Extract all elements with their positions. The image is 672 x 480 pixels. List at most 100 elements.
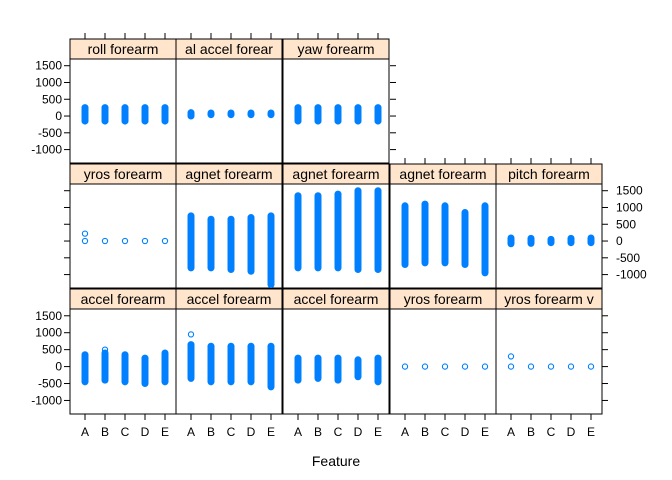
panel-frame bbox=[495, 308, 603, 415]
panel-title: yros forearm bbox=[84, 166, 163, 182]
data-point-A bbox=[507, 363, 515, 370]
x-tick-label: B bbox=[101, 425, 109, 439]
data-point-B bbox=[101, 237, 109, 245]
panel-frame bbox=[389, 308, 497, 415]
x-tick-label: E bbox=[161, 425, 169, 439]
x-tick-label: E bbox=[267, 425, 275, 439]
y-tick-label: -500 bbox=[616, 251, 640, 265]
data-point-A bbox=[81, 237, 89, 245]
panel-title: pitch forearm bbox=[508, 166, 590, 182]
x-tick-label: C bbox=[441, 425, 450, 439]
data-point-C bbox=[441, 363, 449, 370]
y-tick-label: 1500 bbox=[35, 59, 62, 73]
panel-title: yros forearm bbox=[404, 291, 483, 307]
y-tick-label: -1000 bbox=[31, 393, 62, 407]
x-tick-label: A bbox=[81, 425, 89, 439]
panel-frame bbox=[282, 183, 390, 289]
x-tick-label: D bbox=[141, 425, 150, 439]
panel-title: agnet forearm bbox=[399, 166, 486, 182]
x-tick-label: A bbox=[187, 425, 195, 439]
panel-2: al accel forear bbox=[175, 38, 283, 164]
x-tick-label: D bbox=[461, 425, 470, 439]
outlier-point-C bbox=[121, 117, 129, 125]
x-tick-label: E bbox=[481, 425, 489, 439]
panel-title: roll forearm bbox=[88, 41, 159, 57]
y-tick-label: -500 bbox=[38, 377, 62, 391]
y-tick-label: -1000 bbox=[616, 268, 647, 282]
panel-title: accel forearm bbox=[81, 291, 166, 307]
data-point-D bbox=[567, 363, 575, 370]
data-point-A bbox=[401, 363, 409, 370]
data-point-B bbox=[421, 363, 429, 370]
panel-title: al accel forear bbox=[185, 41, 273, 57]
panel-title: accel forearm bbox=[294, 291, 379, 307]
data-point-E bbox=[161, 237, 169, 245]
y-tick-label: 500 bbox=[616, 217, 636, 231]
x-tick-label: A bbox=[294, 425, 302, 439]
panel-9: accel forearm bbox=[69, 288, 177, 415]
panel-title: agnet forearm bbox=[185, 166, 272, 182]
y-tick-label: 1500 bbox=[616, 184, 643, 198]
data-point-E bbox=[481, 363, 489, 370]
panel-frame bbox=[282, 308, 390, 415]
data-point-D bbox=[141, 237, 149, 245]
panel-1: roll forearm bbox=[69, 38, 177, 164]
data-point-B bbox=[527, 363, 535, 370]
panel-7: agnet forearm bbox=[389, 163, 497, 289]
panel-frame bbox=[282, 58, 390, 164]
panel-6: agnet forearm bbox=[282, 163, 390, 289]
data-point-C bbox=[121, 237, 129, 245]
outlier-point-A bbox=[81, 230, 89, 237]
y-tick-label: 0 bbox=[55, 360, 62, 374]
x-tick-label: D bbox=[354, 425, 363, 439]
x-tick-label: A bbox=[401, 425, 409, 439]
y-tick-label: -500 bbox=[38, 126, 62, 140]
data-point-D bbox=[461, 363, 469, 370]
y-tick-label: 0 bbox=[55, 109, 62, 123]
outlier-point-A bbox=[507, 353, 515, 360]
x-tick-label: D bbox=[247, 425, 256, 439]
outlier-point-B bbox=[101, 346, 109, 353]
panel-10: accel forearm bbox=[175, 288, 283, 415]
y-tick-label: 500 bbox=[42, 92, 62, 106]
x-tick-label: C bbox=[121, 425, 130, 439]
x-tick-label: C bbox=[227, 425, 236, 439]
x-tick-label: B bbox=[207, 425, 215, 439]
x-tick-label: B bbox=[421, 425, 429, 439]
y-tick-label: 1500 bbox=[35, 309, 62, 323]
outlier-point-A bbox=[187, 109, 195, 116]
panel-11: accel forearm bbox=[282, 288, 390, 415]
panel-5: agnet forearm bbox=[175, 163, 283, 289]
panel-4: yros forearm bbox=[69, 163, 177, 289]
panel-title: yros forearm v bbox=[504, 291, 593, 307]
y-tick-label: 500 bbox=[42, 343, 62, 357]
panel-title: accel forearm bbox=[187, 291, 272, 307]
x-tick-label: B bbox=[314, 425, 322, 439]
y-tick-label: 0 bbox=[616, 234, 623, 248]
x-tick-label: E bbox=[587, 425, 595, 439]
y-tick-label: -1000 bbox=[31, 143, 62, 157]
panel-frame bbox=[495, 183, 603, 289]
panel-title: yaw forearm bbox=[297, 41, 374, 57]
data-point-E bbox=[587, 363, 595, 370]
y-tick-label: 1000 bbox=[35, 75, 62, 89]
data-point-C bbox=[547, 363, 555, 370]
x-tick-label: B bbox=[527, 425, 535, 439]
panel-frame bbox=[175, 183, 283, 289]
x-tick-label: C bbox=[547, 425, 556, 439]
panel-frame bbox=[175, 58, 283, 164]
y-tick-label: 1000 bbox=[616, 200, 643, 214]
y-tick-label: 1000 bbox=[35, 326, 62, 340]
panel-3: yaw forearm bbox=[282, 38, 390, 164]
x-tick-label: E bbox=[374, 425, 382, 439]
outlier-point-A bbox=[187, 331, 195, 338]
x-axis-label: Feature bbox=[312, 453, 360, 469]
panel-13: yros forearm v bbox=[495, 288, 603, 415]
panel-8: pitch forearm bbox=[495, 163, 603, 289]
x-tick-label: D bbox=[567, 425, 576, 439]
x-tick-label: C bbox=[334, 425, 343, 439]
panel-12: yros forearm bbox=[389, 288, 497, 415]
panel-title: agnet forearm bbox=[292, 166, 379, 182]
panel-frame bbox=[175, 308, 283, 415]
